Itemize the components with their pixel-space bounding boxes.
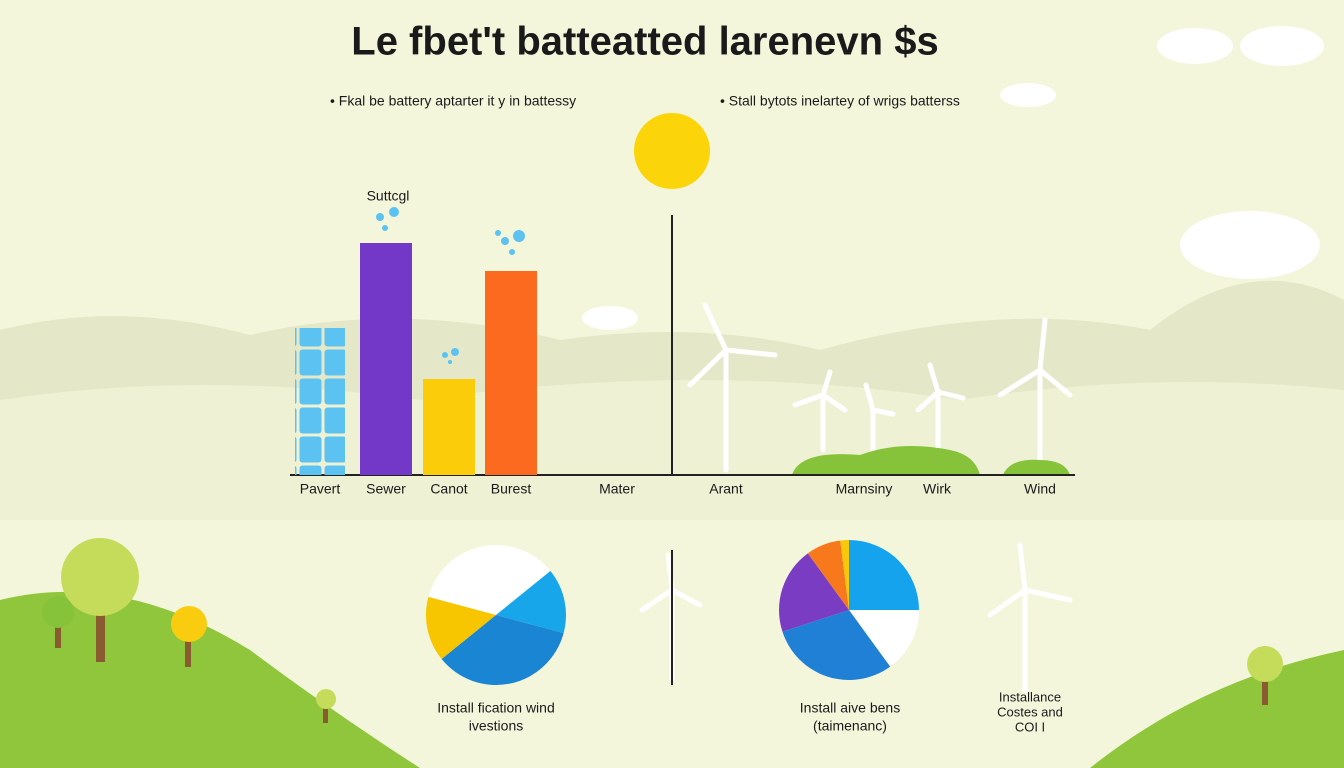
pie-slice bbox=[840, 540, 849, 610]
pie-slice bbox=[782, 610, 891, 680]
x-tick-label: Arant bbox=[709, 481, 743, 497]
pie-slice bbox=[426, 596, 496, 660]
x-tick-label: Pavert bbox=[300, 481, 341, 497]
x-tick-label: Wind bbox=[1024, 481, 1056, 497]
pie-slice bbox=[428, 544, 551, 615]
x-tick-label: Sewer bbox=[366, 481, 406, 497]
pie-slice bbox=[496, 570, 566, 634]
title: Le fbet't batteatted larenevn $s bbox=[351, 20, 938, 64]
pie-title: (taimenanc) bbox=[813, 718, 887, 734]
x-tick-label: Mater bbox=[599, 481, 635, 497]
pie-title: Install fication wind bbox=[437, 700, 555, 716]
note: Costes and bbox=[997, 704, 1063, 719]
pie-slice bbox=[441, 615, 564, 685]
bullet: • Fkal be battery aptarter it y in batte… bbox=[330, 93, 576, 109]
bar bbox=[295, 328, 345, 475]
note: Installance bbox=[999, 689, 1061, 704]
bar bbox=[423, 379, 475, 475]
bullet: • Stall bytots inelartey of wrigs batter… bbox=[720, 93, 960, 109]
x-tick-label: Burest bbox=[491, 481, 532, 497]
x-tick-label: Marnsiny bbox=[836, 481, 893, 497]
bar-annotation: Suttcgl bbox=[367, 188, 410, 204]
note: COI I bbox=[1015, 719, 1045, 734]
bar bbox=[485, 271, 537, 475]
x-tick-label: Canot bbox=[430, 481, 467, 497]
bar bbox=[360, 243, 412, 475]
pie-slice bbox=[807, 540, 849, 610]
pie-slice bbox=[849, 540, 919, 610]
x-tick-label: Wirk bbox=[923, 481, 952, 497]
pie-slice bbox=[779, 553, 849, 632]
pie-title: ivestions bbox=[469, 718, 523, 734]
pie-title: Install aive bens bbox=[800, 700, 900, 716]
pie-slice bbox=[849, 610, 919, 667]
